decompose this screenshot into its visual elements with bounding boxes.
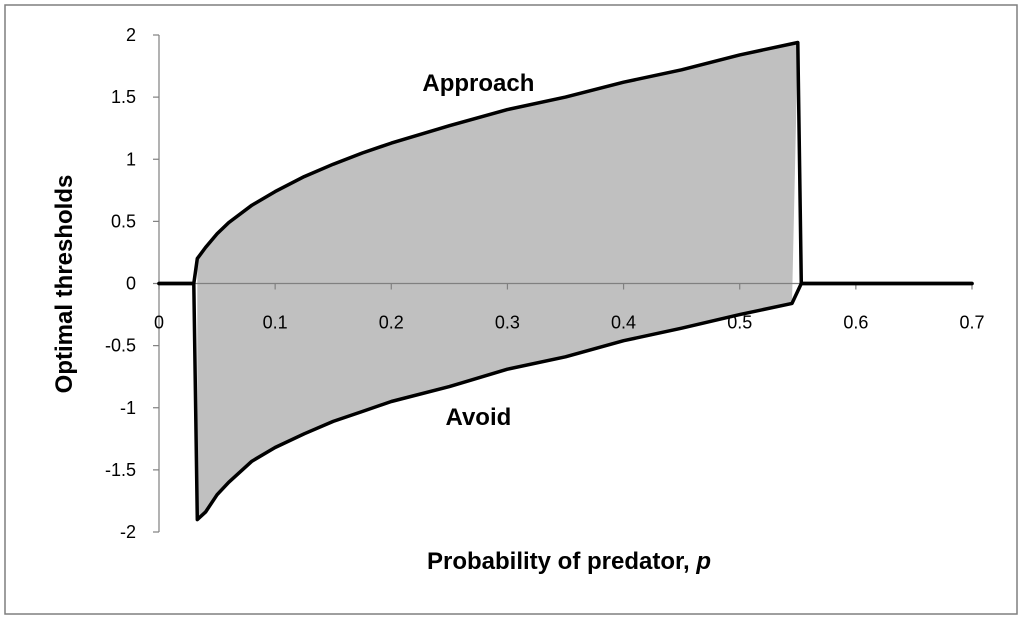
x-tick-label: 0.6 <box>843 313 868 333</box>
y-tick-label: -1 <box>120 398 136 418</box>
x-tick-label: 0 <box>154 313 164 333</box>
x-axis-title: Probability of predator, p <box>427 548 711 575</box>
x-tick-label: 0.4 <box>611 313 636 333</box>
y-tick-label: -1.5 <box>105 460 136 480</box>
x-tick-label: 0.2 <box>379 313 404 333</box>
series-line-avoid <box>157 281 974 522</box>
labels-layer: Probability of predator, p Optimal thres… <box>51 25 985 575</box>
y-tick-label: 0 <box>126 274 136 294</box>
x-tick-label: 0.5 <box>727 313 752 333</box>
series-lines-layer <box>157 40 974 522</box>
y-tick-label: -0.5 <box>105 336 136 356</box>
series-line-approach <box>157 40 974 286</box>
annotation-avoid: Avoid <box>446 404 512 431</box>
shaded-region-layer <box>197 42 798 520</box>
y-tick-label: 2 <box>126 25 136 45</box>
x-tick-label: 0.1 <box>263 313 288 333</box>
y-tick-label: 0.5 <box>111 211 136 231</box>
x-tick-label: 0.7 <box>959 313 984 333</box>
threshold-band-fill <box>197 42 798 520</box>
x-tick-label: 0.3 <box>495 313 520 333</box>
y-tick-label: 1 <box>126 149 136 169</box>
y-tick-label: 1.5 <box>111 87 136 107</box>
x-axis-title-variable: p <box>695 548 711 575</box>
y-tick-label: -2 <box>120 522 136 542</box>
y-axis-title: Optimal thresholds <box>51 175 78 394</box>
annotation-approach: Approach <box>422 70 534 97</box>
